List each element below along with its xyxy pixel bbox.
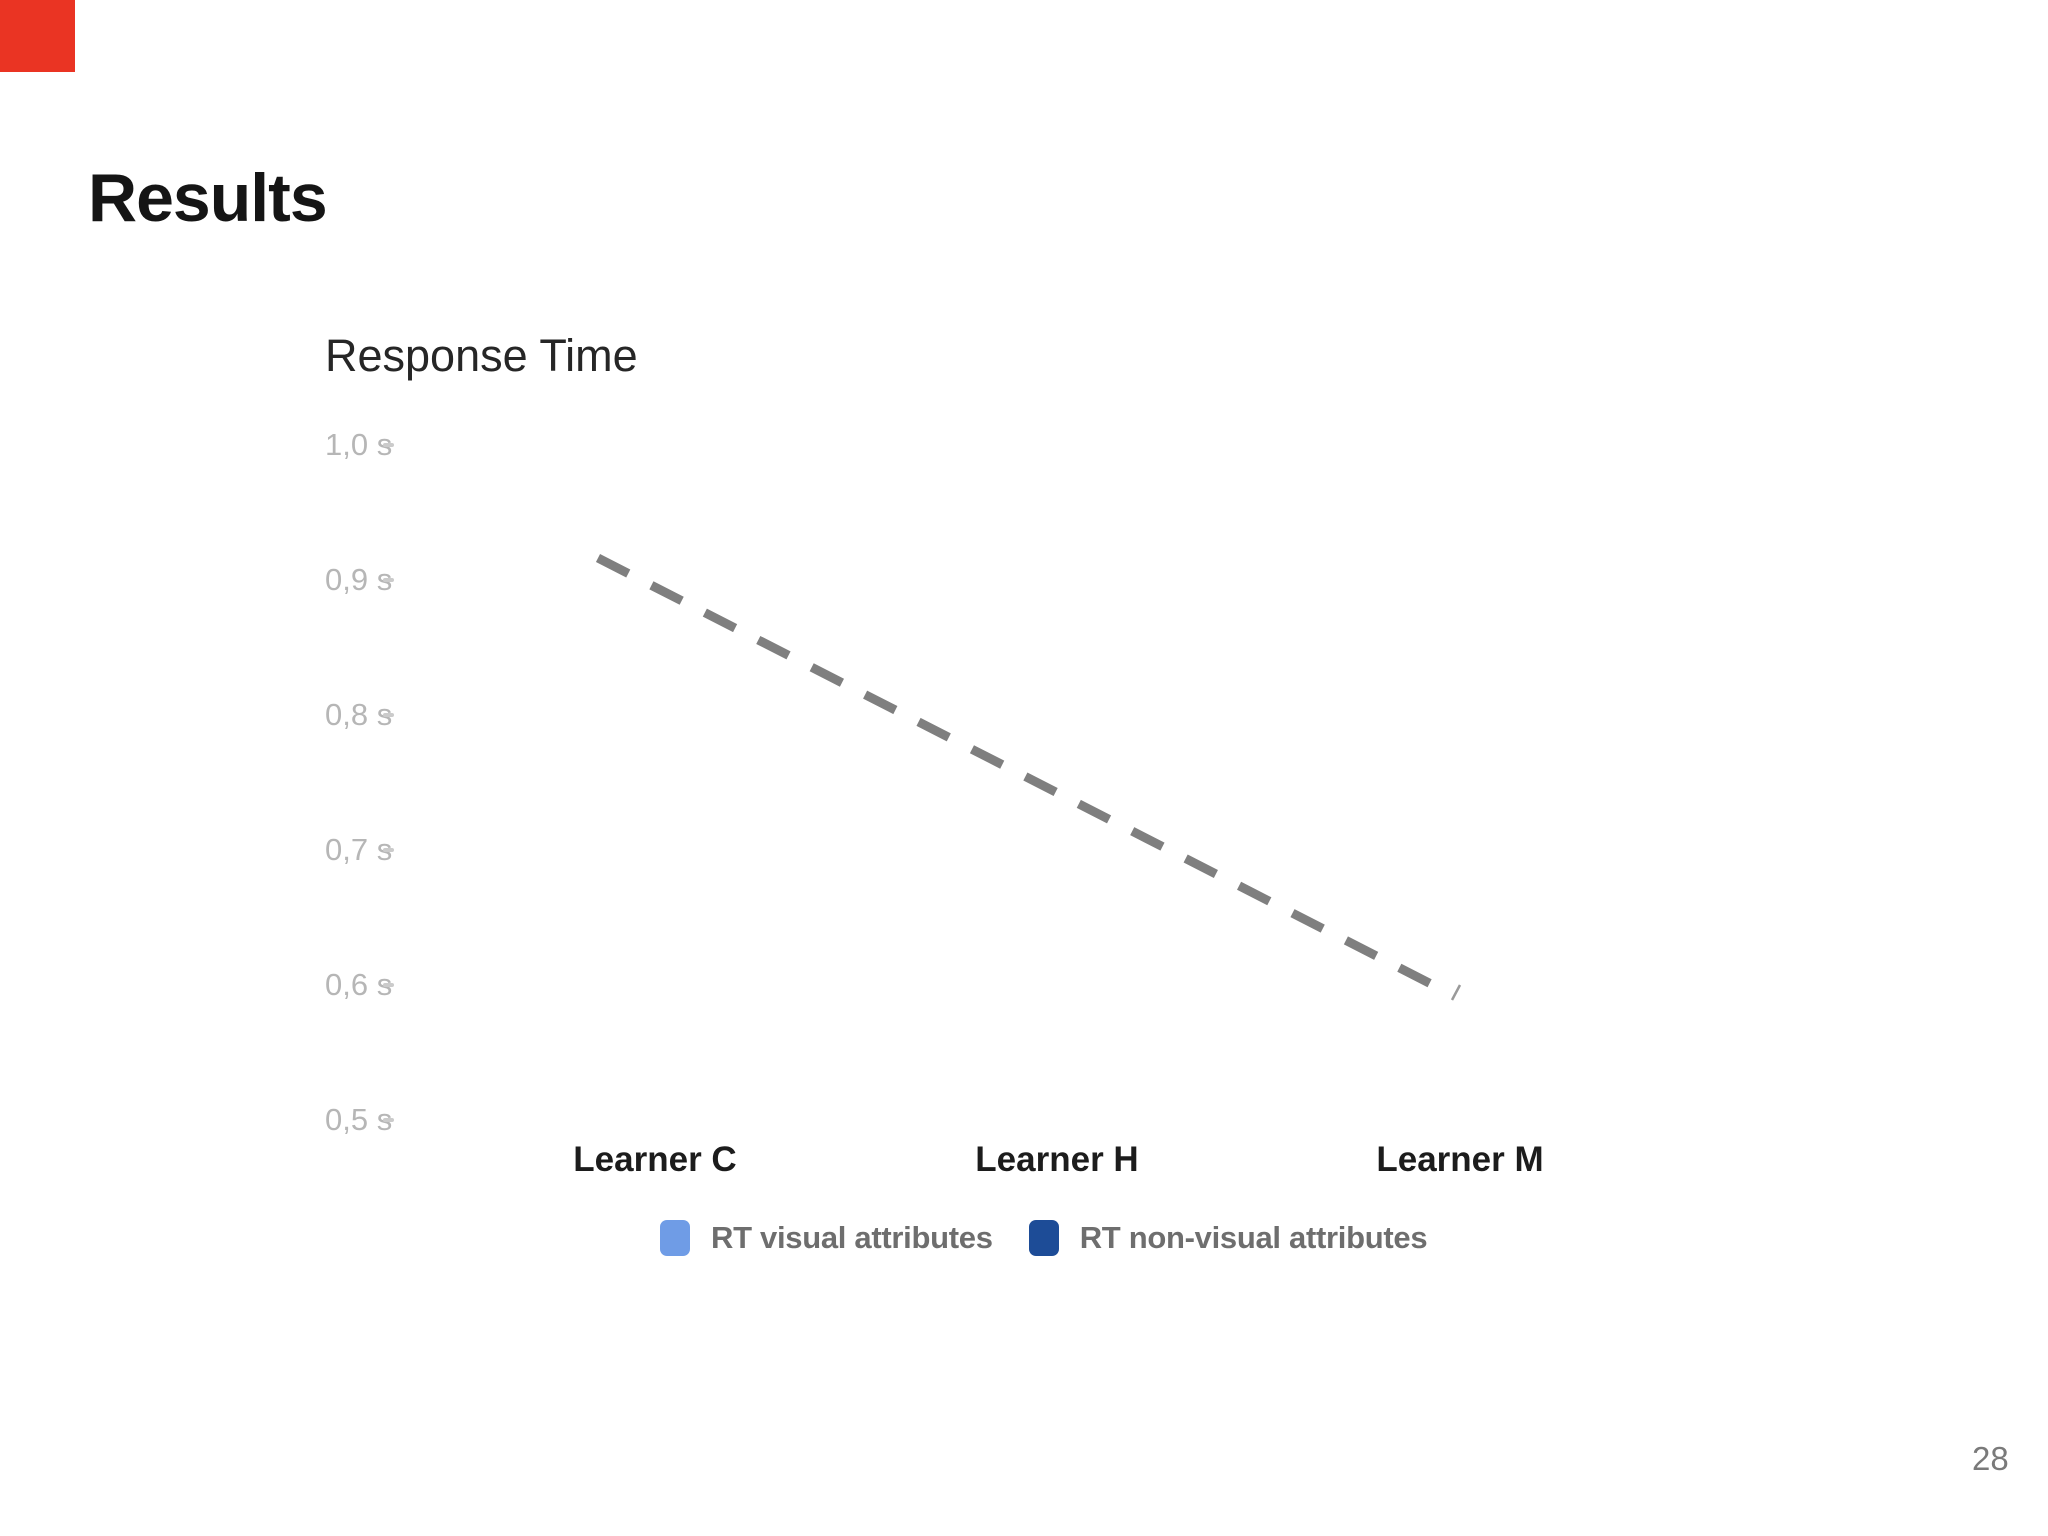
- y-tick-label: 0,8 s: [325, 697, 393, 732]
- chart-title: Response Time: [325, 330, 638, 381]
- tick-mark: [383, 578, 394, 582]
- tick-mark: [383, 713, 394, 717]
- legend-item: RT non-visual attributes: [1028, 1220, 1428, 1256]
- tick-mark: [383, 983, 394, 987]
- y-axis-tick: 0,8 s: [325, 699, 445, 731]
- y-axis-tick: 0,6 s: [325, 969, 445, 1001]
- y-tick-label: 0,5 s: [325, 1102, 393, 1137]
- tick-mark: [383, 443, 394, 447]
- trendline: [595, 553, 1440, 992]
- x-axis-label: Learner H: [975, 1140, 1139, 1179]
- legend-item: RT visual attributes: [660, 1220, 993, 1256]
- tick-mark: [383, 1118, 394, 1122]
- tick-mark: [383, 848, 394, 852]
- y-axis-tick: 0,5 s: [325, 1104, 445, 1136]
- y-axis-tick: 1,0 s: [325, 429, 445, 461]
- y-tick-label: 0,6 s: [325, 967, 393, 1002]
- y-axis-tick: 0,9 s: [325, 564, 445, 596]
- y-tick-label: 0,9 s: [325, 562, 393, 597]
- x-axis-label: Learner M: [1376, 1140, 1544, 1179]
- legend-label: RT non-visual attributes: [1079, 1220, 1428, 1255]
- y-tick-label: 0,7 s: [325, 832, 393, 867]
- corner-accent-rectangle: [0, 0, 75, 72]
- y-tick-label: 1,0 s: [325, 427, 393, 462]
- chart-legend: RT visual attributes RT non-visual attri…: [660, 1220, 1428, 1256]
- slide-title: Results: [88, 159, 328, 236]
- page-number: 28: [1972, 1440, 2009, 1477]
- x-axis-label: Learner C: [573, 1140, 737, 1179]
- trendline-end-mark: [1450, 984, 1462, 1001]
- legend-swatch-non-visual: [1028, 1220, 1059, 1256]
- legend-swatch-visual: [660, 1220, 690, 1256]
- legend-label: RT visual attributes: [711, 1220, 993, 1255]
- y-axis-tick: 0,7 s: [325, 834, 445, 866]
